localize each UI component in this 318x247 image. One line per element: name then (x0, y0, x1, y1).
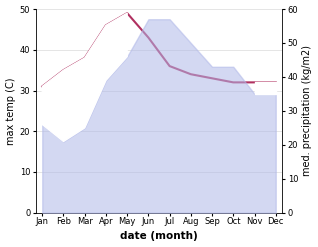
Y-axis label: med. precipitation (kg/m2): med. precipitation (kg/m2) (302, 45, 313, 176)
X-axis label: date (month): date (month) (120, 231, 198, 242)
Y-axis label: max temp (C): max temp (C) (5, 77, 16, 145)
